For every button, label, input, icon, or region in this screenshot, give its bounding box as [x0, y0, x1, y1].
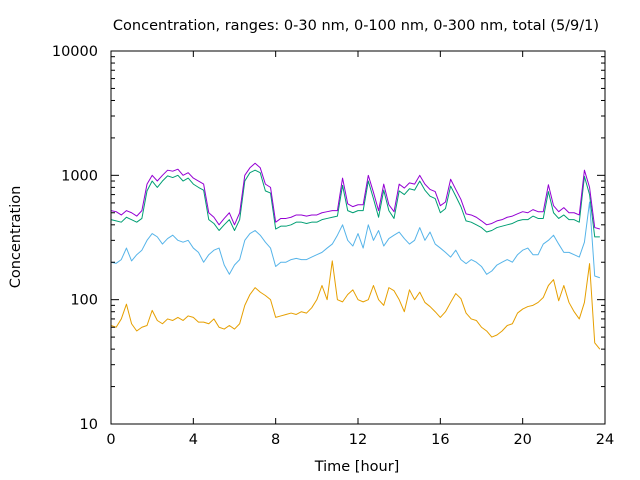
plot-frame [110, 50, 606, 425]
series-layer [110, 162, 601, 350]
x-tick-label: 4 [189, 432, 198, 448]
x-tick-label: 12 [349, 432, 367, 448]
x-tick-label: 0 [106, 432, 115, 448]
series-line-4 [110, 162, 600, 230]
x-tick-label: 20 [513, 432, 531, 448]
y-tick-label: 1000 [61, 168, 98, 184]
y-tick-label: 10 [80, 417, 98, 433]
series-line-1 [110, 260, 601, 350]
y-axis-label: Concentration [8, 186, 24, 289]
y-tick-label: 10000 [52, 44, 98, 60]
x-tick-label: 8 [271, 432, 280, 448]
chart-title: Concentration, ranges: 0-30 nm, 0-100 nm… [113, 18, 599, 34]
tick-layer: 0 4 8 12 16 20 24 10 100 1000 10000 [52, 44, 614, 448]
series-line-3 [110, 169, 600, 238]
series-line-2 [110, 201, 601, 279]
x-tick-label: 16 [431, 432, 449, 448]
x-axis-label: Time [hour] [314, 459, 400, 475]
y-tick-label: 100 [70, 293, 98, 309]
x-tick-label: 24 [596, 432, 614, 448]
